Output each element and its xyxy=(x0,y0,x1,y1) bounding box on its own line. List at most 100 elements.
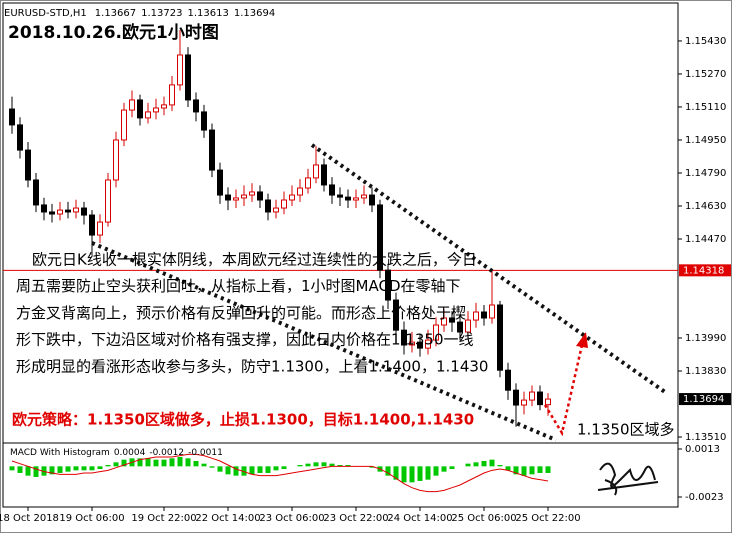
candle-body xyxy=(49,211,55,215)
candle-body xyxy=(177,54,183,86)
candle-body xyxy=(481,311,487,319)
current-price-tag xyxy=(679,393,731,406)
candle-body xyxy=(89,214,95,236)
low: 1.13613 xyxy=(188,8,229,19)
strategy: 欧元策略：1.1350区域做多，止损1.1300，目标1.1400,1.1430 xyxy=(12,411,474,429)
candle-body xyxy=(497,304,503,371)
candle-body xyxy=(401,329,407,346)
candle-body xyxy=(377,204,383,271)
candle-body xyxy=(449,317,455,323)
header: EURUSD-STD,H1 1.13667 1.13723 1.13613 1.1369… xyxy=(4,8,275,19)
y-tick-label: 1.14950 xyxy=(685,135,726,146)
candle-body xyxy=(129,99,135,111)
histogram-bar xyxy=(225,466,231,475)
x-tick-label: 19 Oct 06:00 xyxy=(59,513,124,524)
current-price-label: 1.13694 xyxy=(683,394,724,405)
macd-value: -0.0011 xyxy=(188,448,223,458)
histogram-bar xyxy=(425,466,431,480)
histogram-bar xyxy=(481,461,487,467)
candle-body xyxy=(97,221,103,236)
histogram-bar xyxy=(409,466,415,483)
y-tick-label: -0.0023 xyxy=(685,492,724,503)
histogram-bar xyxy=(65,466,71,472)
candle-body xyxy=(257,191,263,201)
macd-label: MACD With Histogram 0.0004 -0.0012 -0.0011 xyxy=(10,448,223,458)
y-tick-label: 1.14790 xyxy=(685,168,726,179)
histogram-bar xyxy=(329,463,335,467)
candle-body xyxy=(369,194,375,206)
candle-body xyxy=(233,197,239,201)
signal-line xyxy=(11,453,549,493)
candle-body xyxy=(145,111,151,119)
x-tick-label: 24 Oct 14:00 xyxy=(387,513,452,524)
upper-trend-line xyxy=(310,143,667,394)
y-tick-label: 1.13990 xyxy=(685,333,726,344)
candle-body xyxy=(225,194,231,201)
candle-body xyxy=(17,124,23,151)
y-tick-label: 1.15270 xyxy=(685,69,726,80)
candle-body xyxy=(201,111,207,131)
candle-body xyxy=(289,194,295,201)
histogram-bar xyxy=(153,459,159,467)
histogram-bar xyxy=(529,466,535,475)
x-tick-label: 23 Oct 06:00 xyxy=(259,513,324,524)
candle-body xyxy=(465,319,471,333)
forecast-arrow xyxy=(543,344,584,437)
candle-body xyxy=(273,207,279,213)
histogram-bar xyxy=(121,459,127,467)
histogram-bar xyxy=(9,466,15,471)
candle-body xyxy=(505,369,511,391)
candle-body xyxy=(425,339,431,349)
histogram-bar xyxy=(113,462,119,467)
arrow-path xyxy=(543,344,584,437)
candle-body xyxy=(409,341,415,346)
annotation-line: 方金叉背离向上，预示价格有反弹回升的可能。而形态上价格处于楔 xyxy=(16,304,466,322)
histogram-bar xyxy=(545,466,551,473)
candle-body xyxy=(529,391,535,401)
candle-body xyxy=(385,269,391,301)
histogram-bar xyxy=(185,458,191,467)
histogram-bar xyxy=(465,463,471,467)
histogram-bar xyxy=(81,466,87,471)
histogram-bar xyxy=(49,466,55,475)
candle-body xyxy=(361,194,367,199)
histogram-bar xyxy=(385,466,391,476)
histogram-bar xyxy=(193,461,199,467)
histogram-bar xyxy=(217,466,223,472)
close: 1.13694 xyxy=(234,8,275,19)
candle-body xyxy=(193,99,199,113)
histogram-bar xyxy=(321,462,327,467)
signature xyxy=(597,462,659,496)
histogram-bar xyxy=(105,465,111,467)
annotation-line: 周五需要防止空头获利回吐，从指标上看，1小时图MACD在零轴下 xyxy=(16,277,461,295)
symbol: EURUSD-STD,H1 xyxy=(4,8,87,19)
y-tick-label: 1.14630 xyxy=(685,201,726,212)
x-tick-label: 23 Oct 22:00 xyxy=(323,513,388,524)
histogram-bar xyxy=(145,458,151,467)
annotation-line: 欧元日K线收一根实体阴线，本周欧元经过连续性的大跌之后，今日 xyxy=(32,251,477,269)
y-tick-label: 1.13510 xyxy=(685,432,726,443)
histogram-bar xyxy=(393,466,399,480)
histogram-bar xyxy=(417,466,423,481)
y-tick-label: 1.13830 xyxy=(685,366,726,377)
candle-body xyxy=(297,187,303,196)
x-tick-label: 22 Oct 14:00 xyxy=(195,513,260,524)
histogram-bar xyxy=(97,466,103,469)
candle-body xyxy=(353,197,359,201)
histogram-bar xyxy=(513,466,519,475)
histogram-bar xyxy=(257,466,263,473)
histogram-bar xyxy=(505,466,511,471)
histogram-bar xyxy=(473,462,479,467)
histogram-bar xyxy=(345,465,351,467)
arrow-head xyxy=(576,332,588,348)
histogram-bar xyxy=(441,466,447,472)
candle-body xyxy=(473,311,479,321)
macd-value: -0.0012 xyxy=(149,448,184,458)
histogram-bar xyxy=(265,466,271,473)
histogram-bar xyxy=(489,459,495,467)
histogram-bar xyxy=(537,466,543,473)
histogram-bar xyxy=(33,466,39,477)
candle-body xyxy=(337,194,343,198)
candle-body xyxy=(9,108,15,126)
